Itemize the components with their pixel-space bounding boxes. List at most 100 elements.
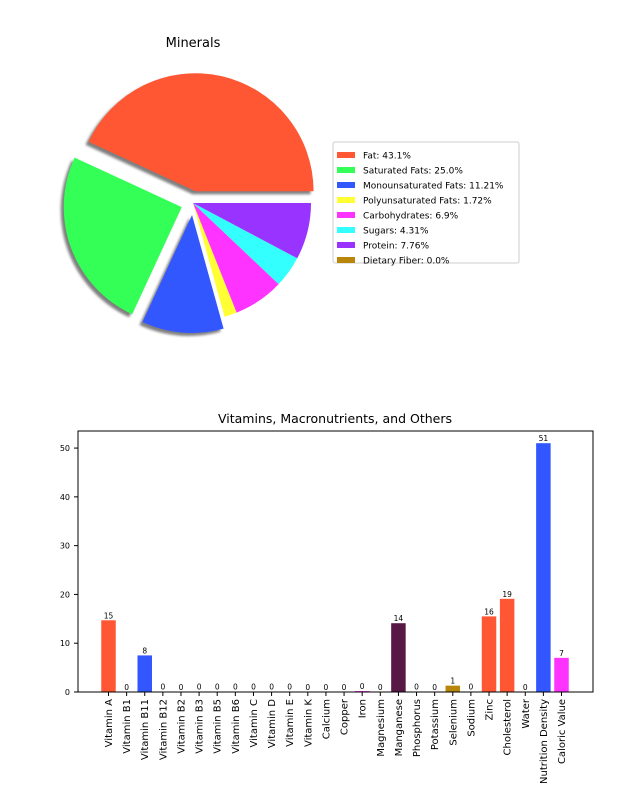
bar-value-label-calcium: 0	[324, 683, 329, 692]
x-tick-label-nutrition-density: Nutrition Density	[539, 699, 550, 784]
bar-zinc	[481, 616, 497, 692]
x-tick-label-water: Water	[521, 698, 532, 728]
x-tick-label-manganese: Manganese	[394, 699, 405, 756]
y-tick-label: 50	[60, 444, 70, 453]
legend-swatch-protein	[337, 242, 355, 248]
bar-value-label-vitamin-b6: 0	[233, 683, 238, 692]
x-tick-label-vitamin-d: Vitamin D	[267, 699, 278, 748]
x-tick-label-vitamin-c: Vitamin C	[249, 699, 260, 747]
legend-label-fat: Fat: 43.1%	[363, 152, 411, 162]
x-tick-label-vitamin-a: Vitamin A	[104, 699, 115, 747]
bar-value-label-vitamin-b12: 0	[160, 683, 165, 692]
pie-slice-fat	[88, 73, 314, 192]
pie-slice-carbohydrates	[193, 203, 279, 313]
y-tick-label: 10	[60, 639, 70, 648]
bar-plot-frame	[77, 430, 594, 693]
bar-value-label-vitamin-e: 0	[287, 683, 292, 692]
bar-value-label-vitamin-b3: 0	[197, 683, 202, 692]
bar-value-label-vitamin-b11: 8	[142, 646, 147, 655]
x-tick-label-vitamin-b12: Vitamin B12	[158, 699, 169, 760]
pie-slice-polyunsaturated-fats	[193, 203, 237, 317]
legend-swatch-fat	[337, 152, 355, 158]
x-tick-label-magnesium: Magnesium	[376, 699, 387, 757]
bar-manganese	[391, 623, 406, 692]
legend-label-polyunsaturated-fats: Polyunsaturated Fats: 1.72%	[363, 197, 492, 207]
pie-slice-monounsaturated-fats	[142, 214, 224, 333]
legend-label-sugars: Sugars: 4.31%	[363, 227, 429, 237]
x-tick-label-copper: Copper	[340, 698, 351, 735]
legend-swatch-sugars	[337, 227, 355, 233]
x-tick-label-sodium: Sodium	[466, 699, 477, 737]
x-tick-label-cholesterol: Cholesterol	[503, 699, 514, 755]
x-tick-label-vitamin-b6: Vitamin B6	[231, 699, 242, 754]
legend-label-monounsaturated-fats: Monounsaturated Fats: 11.21%	[363, 182, 504, 192]
pie-legend: Fat: 43.1% Saturated Fats: 25.0% Monounsat…	[332, 141, 520, 267]
bar-value-label-caloric-value: 7	[559, 649, 564, 658]
x-tick-label-potassium: Potassium	[430, 699, 441, 750]
x-tick-label-zinc: Zinc	[485, 699, 496, 720]
bar-value-label-copper: 0	[342, 683, 347, 692]
legend-label-protein: Protein: 7.76%	[363, 242, 429, 252]
pie-slice-protein	[193, 203, 311, 259]
bar-value-label-vitamin-a: 15	[104, 611, 114, 620]
legend-label-saturated-fats: Saturated Fats: 25.0%	[363, 167, 463, 177]
bar-selenium	[445, 685, 461, 692]
bar-value-label-magnesium: 0	[378, 683, 383, 692]
pie-slices	[63, 73, 314, 333]
x-tick-label-selenium: Selenium	[448, 699, 459, 746]
bar-value-label-nutrition-density: 51	[539, 434, 549, 443]
bar-value-label-vitamin-b2: 0	[179, 683, 184, 692]
x-tick-label-vitamin-b5: Vitamin B5	[213, 699, 224, 754]
legend-swatch-monounsaturated-fats	[337, 182, 355, 188]
bar-caloric-value	[554, 657, 569, 692]
bar-value-label-sodium: 0	[469, 683, 474, 692]
bar-value-label-vitamin-k: 0	[305, 683, 310, 692]
bar-value-label-vitamin-b1: 0	[124, 683, 129, 692]
bar-value-label-phosphorus: 0	[414, 683, 419, 692]
x-tick-label-vitamin-b3: Vitamin B3	[195, 699, 206, 754]
bar-iron	[354, 691, 370, 692]
bar-nutrition-density	[536, 443, 551, 692]
bar-value-label-cholesterol: 19	[502, 590, 512, 599]
y-tick-label: 20	[60, 590, 70, 599]
bar-value-label-zinc: 16	[484, 607, 494, 616]
pie-title: Minerals	[166, 36, 221, 51]
x-tick-label-vitamin-b11: Vitamin B11	[140, 699, 151, 760]
bar-value-label-iron: 0	[360, 682, 365, 691]
bar-value-label-vitamin-b5: 0	[215, 683, 220, 692]
bar-title: Vitamins, Macronutrients, and Others	[218, 411, 452, 426]
bar-cholesterol	[499, 598, 515, 692]
bar-value-label-selenium: 1	[450, 677, 455, 686]
bar-vitamin-b11	[137, 655, 152, 692]
bar-marks: 15 0 8 0 0 0 0 0 0 0 0 0 0 0 0 0 14 0 0 1 0 16 19 0 51 7	[101, 434, 569, 692]
pie-chart: Minerals Fat: 43.1% Saturated Fats: 25.0%…	[60, 36, 520, 336]
pie-slice-sugars	[193, 203, 298, 285]
x-tick-label-vitamin-k: Vitamin K	[303, 699, 314, 747]
bar-value-label-potassium: 0	[432, 683, 437, 692]
pie-slice-saturated-fats	[63, 157, 182, 315]
bar-value-label-vitamin-c: 0	[251, 683, 256, 692]
y-tick-label: 40	[60, 493, 70, 502]
x-tick-label-vitamin-b1: Vitamin B1	[122, 699, 133, 754]
bar-y-axis: 0 10 20 30 40 50	[60, 444, 78, 697]
legend-swatch-carbohydrates	[337, 212, 355, 218]
x-tick-label-caloric-value: Caloric Value	[557, 699, 568, 764]
y-tick-label: 0	[65, 688, 70, 697]
bar-value-label-water: 0	[523, 683, 528, 692]
legend-swatch-polyunsaturated-fats	[337, 197, 355, 203]
x-tick-label-iron: Iron	[358, 699, 369, 718]
bar-vitamin-a	[101, 620, 116, 692]
y-tick-label: 30	[60, 542, 70, 551]
legend-label-carbohydrates: Carbohydrates: 6.9%	[363, 212, 459, 222]
legend-frame	[332, 141, 520, 264]
x-tick-label-phosphorus: Phosphorus	[412, 699, 423, 757]
x-tick-label-calcium: Calcium	[321, 699, 332, 739]
x-tick-label-vitamin-e: Vitamin E	[285, 699, 296, 747]
legend-swatch-dietary-fiber	[337, 257, 355, 263]
legend-swatch-saturated-fats	[337, 167, 355, 173]
bar-value-label-manganese: 14	[394, 614, 404, 623]
legend-label-dietary-fiber: Dietary Fiber: 0.0%	[363, 257, 450, 267]
bar-value-label-vitamin-d: 0	[269, 683, 274, 692]
bar-x-axis: Vitamin A Vitamin B1 Vitamin B11 Vitamin B1…	[104, 692, 568, 784]
